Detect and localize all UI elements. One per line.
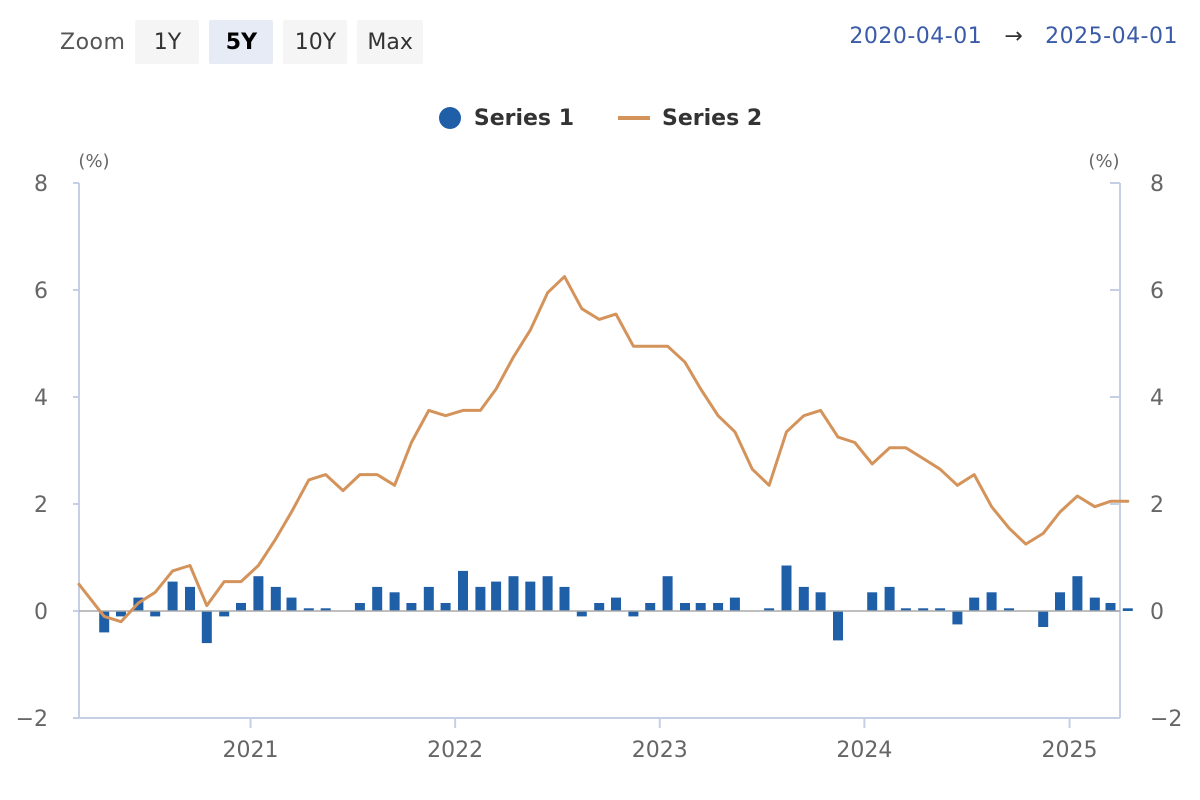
series-1-bar[interactable] [219, 611, 230, 617]
range-start-date[interactable]: 2020-04-01 [849, 24, 983, 49]
zoom-max-button[interactable]: Max [357, 20, 423, 64]
series-1-bar[interactable] [935, 608, 946, 611]
series-1-bar[interactable] [508, 576, 519, 611]
series-1-bar[interactable] [900, 608, 911, 611]
series-1-bar[interactable] [1038, 611, 1049, 627]
y-left-tick-label: 4 [34, 386, 48, 411]
series-1-bar[interactable] [695, 603, 706, 611]
series-1-bar[interactable] [116, 611, 126, 617]
series-1-bar[interactable] [986, 592, 997, 611]
zoom-controls: Zoom 1Y 5Y 10Y Max [60, 20, 433, 64]
x-tick-label: 2025 [1042, 738, 1098, 763]
series-1-bar[interactable] [253, 576, 264, 611]
date-range: 2020-04-01 → 2025-04-01 [849, 24, 1178, 49]
series-1-bar[interactable] [1105, 603, 1116, 611]
series-1-bar[interactable] [594, 603, 605, 611]
series-1-bar[interactable] [815, 592, 826, 611]
series-1-bar[interactable] [423, 586, 434, 611]
series-1-bar[interactable] [798, 586, 809, 611]
series-1-bar[interactable] [969, 597, 980, 611]
legend-label-series-2: Series 2 [662, 105, 763, 131]
series-1-bar[interactable] [1122, 608, 1133, 611]
legend-label-series-1: Series 1 [473, 105, 574, 131]
series-1-bar[interactable] [1072, 576, 1083, 611]
y-left-tick-label: 6 [34, 279, 48, 304]
x-tick-label: 2024 [836, 738, 892, 763]
series-1-bar[interactable] [389, 592, 400, 611]
series-1-bar[interactable] [867, 592, 878, 611]
zoom-label: Zoom [60, 29, 126, 55]
y-right-tick-label: −2 [1150, 707, 1182, 732]
series-1-marker-icon [438, 107, 461, 129]
range-end-date[interactable]: 2025-04-01 [1045, 24, 1178, 49]
series-1-bar[interactable] [320, 608, 331, 611]
series-1-bar[interactable] [833, 611, 843, 641]
series-1-bar[interactable] [645, 603, 656, 611]
series-1-bar[interactable] [491, 581, 502, 611]
zoom-5y-button[interactable]: 5Y [209, 20, 274, 64]
series-1-bar[interactable] [458, 570, 468, 611]
series-1-bar[interactable] [729, 597, 740, 611]
series-1-bar[interactable] [952, 611, 963, 625]
series-1-bar[interactable] [201, 611, 212, 644]
zoom-10y-button[interactable]: 10Y [283, 20, 348, 64]
y-left-tick-label: 2 [34, 493, 48, 518]
series-1-bar[interactable] [354, 603, 365, 611]
series-1-bar[interactable] [611, 597, 621, 611]
series-1-bar[interactable] [406, 603, 417, 611]
range-arrow: → [1004, 24, 1024, 49]
series-1-bar[interactable] [475, 586, 486, 611]
y-left-tick-label: 8 [34, 172, 48, 197]
series-2-line[interactable] [77, 275, 1130, 624]
series-1-bar[interactable] [303, 608, 314, 611]
legend-item-series-2[interactable]: Series 2 [618, 106, 762, 131]
series-1-bar[interactable] [167, 581, 178, 611]
series-2-line-icon [618, 116, 650, 120]
series-1-bar[interactable] [525, 581, 536, 611]
y-left-unit-label: (%) [78, 151, 109, 172]
y-right-tick-label: 0 [1150, 600, 1164, 625]
series-1-bar[interactable] [150, 611, 161, 617]
series-1-bar[interactable] [542, 576, 553, 611]
series-1-bar[interactable] [440, 603, 451, 611]
series-1-bar[interactable] [1055, 592, 1065, 611]
series-1-bar[interactable] [1089, 597, 1100, 611]
y-right-unit-label: (%) [1088, 151, 1119, 172]
series-1-bar[interactable] [372, 586, 383, 611]
series-1-bar[interactable] [918, 608, 929, 611]
y-right-tick-label: 6 [1150, 279, 1164, 304]
series-1-bar[interactable] [764, 608, 775, 611]
series-1-bar[interactable] [680, 603, 690, 611]
series-1-bar[interactable] [628, 611, 639, 617]
y-left-tick-label: 0 [34, 600, 48, 625]
series-1-bar[interactable] [236, 603, 246, 611]
y-right-tick-label: 4 [1150, 386, 1164, 411]
x-tick-label: 2021 [223, 738, 279, 763]
x-tick-label: 2022 [427, 738, 483, 763]
zoom-1y-button[interactable]: 1Y [135, 20, 200, 64]
y-right-tick-label: 2 [1150, 493, 1164, 518]
series-1-bar[interactable] [559, 586, 570, 611]
series-1-bar[interactable] [185, 586, 195, 611]
legend-item-series-1[interactable]: Series 1 [438, 106, 574, 131]
y-left-tick-label: −2 [16, 707, 48, 732]
series-1-bar[interactable] [286, 597, 297, 611]
y-right-tick-label: 8 [1150, 172, 1164, 197]
series-1-bar[interactable] [884, 586, 895, 611]
series-1-bar[interactable] [781, 565, 792, 612]
series-1-bar[interactable] [99, 611, 110, 633]
x-tick-label: 2023 [632, 738, 688, 763]
series-1-bar[interactable] [1004, 608, 1014, 611]
series-1-bar[interactable] [576, 611, 587, 617]
series-1-bar[interactable] [270, 586, 281, 611]
series-1-bar[interactable] [713, 603, 724, 611]
series-1-bar[interactable] [662, 576, 673, 611]
chart-legend: Series 1 Series 2 [0, 98, 1200, 138]
